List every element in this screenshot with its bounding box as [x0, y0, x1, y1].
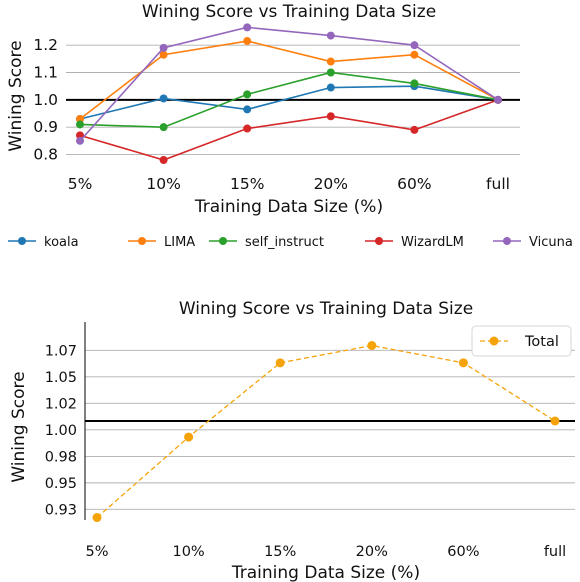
series-line	[79, 71, 499, 128]
y-tick-label: 0.8	[33, 146, 58, 164]
chart1-xlabel: Training Data Size (%)	[194, 197, 383, 217]
legend-item-wizardlm: WizardLM	[365, 235, 464, 250]
y-tick-label: 1.02	[45, 396, 77, 412]
y-tick-label: 0.95	[45, 476, 77, 492]
x-tick-label: 5%	[85, 544, 108, 560]
legend-item-self-instruct: self_instruct	[209, 235, 324, 250]
series-line	[79, 40, 499, 120]
data-point	[326, 68, 335, 77]
chart2-series	[92, 341, 560, 523]
x-tick-label: 5%	[68, 175, 93, 193]
data-point	[494, 95, 502, 104]
chart2-title: Wining Score vs Training Data Size	[179, 299, 473, 319]
data-point	[76, 120, 84, 129]
legend-marker	[18, 237, 26, 245]
data-point	[410, 50, 419, 59]
chart2-xlabel: Training Data Size (%)	[231, 563, 420, 582]
y-tick-label: 1.2	[33, 36, 58, 54]
y-tick-label: 0.98	[45, 449, 77, 465]
series-line	[96, 344, 556, 519]
series-wizardlm	[76, 95, 502, 164]
chart1-y-ticks: 0.8 0.9 1.0 1.1 1.2	[33, 36, 58, 163]
series-vicuna	[76, 23, 502, 145]
legend-box	[471, 325, 572, 357]
data-point	[243, 37, 252, 46]
legend-marker	[503, 237, 511, 245]
data-point	[243, 23, 252, 32]
series-total	[92, 341, 560, 523]
x-tick-label: 10%	[172, 544, 204, 560]
chart2-ylabel: Wining Score	[9, 371, 29, 482]
y-tick-label: 0.9	[33, 118, 58, 136]
x-tick-label: full	[544, 544, 566, 560]
data-point	[410, 41, 419, 50]
legend-item-koala: koala	[8, 235, 79, 250]
data-point	[76, 114, 84, 123]
x-tick-label: full	[486, 175, 510, 193]
series-line	[79, 26, 499, 142]
chart1-ylabel: Wining Score	[6, 40, 26, 151]
y-tick-label: 1.05	[45, 370, 77, 386]
x-tick-label: 20%	[356, 544, 388, 560]
y-tick-label: 1.07	[45, 343, 77, 359]
data-point	[410, 79, 419, 88]
legend-item-lima: LIMA	[128, 235, 195, 250]
data-point	[550, 416, 560, 426]
chart1-title: Wining Score vs Training Data Size	[142, 2, 436, 22]
data-point	[159, 156, 168, 164]
legend-marker	[375, 237, 383, 245]
data-point	[92, 513, 102, 523]
x-tick-label: 15%	[230, 175, 264, 193]
y-tick-label: 1.00	[45, 423, 77, 439]
y-tick-label: 0.93	[45, 502, 77, 518]
x-tick-label: 15%	[264, 544, 296, 560]
legend-label: WizardLM	[401, 235, 464, 250]
chart2-gridlines	[85, 349, 575, 510]
legend-item-vicuna: Vicuna	[493, 235, 573, 250]
series-self-instruct	[76, 68, 502, 132]
data-point	[410, 125, 419, 134]
chart2-x-ticks: 5% 10% 15% 20% 60% full	[85, 544, 566, 560]
chart1-legend: koala LIMA self_instruct WizardLM Vicuna	[8, 235, 573, 250]
data-point	[159, 94, 168, 103]
y-tick-label: 1.0	[33, 91, 58, 109]
legend-label: Vicuna	[529, 235, 573, 250]
data-point	[159, 43, 168, 52]
data-point	[326, 31, 335, 40]
chart2-legend: Total	[471, 325, 572, 357]
data-point	[326, 57, 335, 66]
legend-label: LIMA	[164, 235, 195, 250]
data-point	[243, 124, 252, 133]
chart1-series	[76, 23, 502, 164]
data-point	[243, 105, 252, 114]
data-point	[458, 358, 468, 368]
x-tick-label: 20%	[314, 175, 348, 193]
data-point	[159, 50, 168, 59]
legend-label: koala	[44, 235, 79, 250]
chart1-x-ticks: 5% 10% 15% 20% 60% full	[68, 175, 510, 193]
x-tick-label: 60%	[447, 544, 479, 560]
series-line	[79, 99, 499, 161]
legend-marker	[138, 237, 146, 245]
data-point	[275, 358, 285, 368]
series-lima	[76, 37, 502, 123]
x-tick-label: 60%	[397, 175, 431, 193]
legend-marker	[489, 336, 499, 346]
data-point	[326, 83, 335, 92]
legend-label: self_instruct	[245, 235, 324, 250]
series-line	[79, 85, 499, 120]
data-point	[243, 90, 252, 99]
chart2-y-ticks: 0.93 0.95 0.98 1.00 1.02 1.05 1.07	[45, 343, 77, 518]
x-tick-label: 10%	[146, 175, 180, 193]
data-point	[76, 136, 84, 145]
legend-label: Total	[524, 334, 559, 350]
data-point	[159, 123, 168, 132]
y-tick-label: 1.1	[33, 63, 58, 81]
data-point	[184, 432, 194, 442]
data-point	[367, 341, 377, 351]
data-point	[326, 112, 335, 121]
data-point	[76, 131, 84, 140]
legend-marker	[219, 237, 227, 245]
